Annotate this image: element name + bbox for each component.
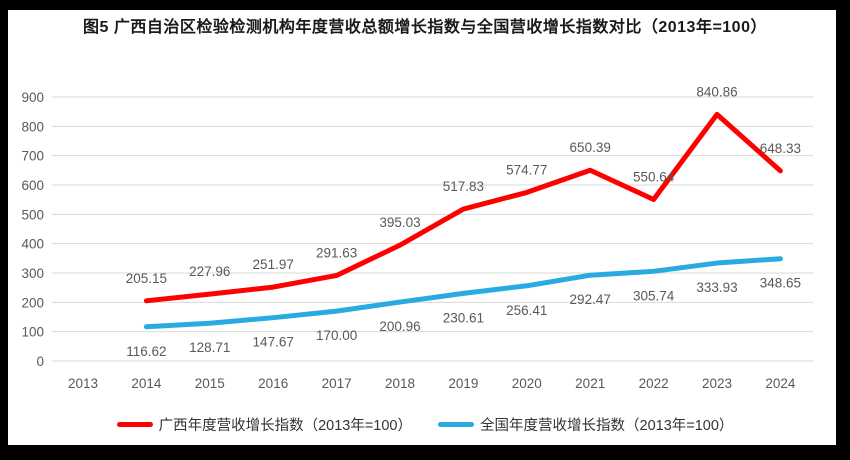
chart-title: 图5 广西自治区检验检测机构年度营收总额增长指数与全国营收增长指数对比（2013… — [83, 19, 767, 36]
x-axis-tick-label: 2022 — [639, 376, 669, 391]
series-line-1 — [143, 256, 783, 330]
x-axis-tick-label: 2016 — [258, 376, 288, 391]
legend-swatch-national — [438, 422, 474, 427]
legend-label-national: 全国年度营收增长指数（2013年=100） — [480, 418, 734, 434]
data-label: 840.86 — [696, 84, 737, 99]
data-label: 251.97 — [253, 257, 294, 272]
y-axis-tick-label: 500 — [21, 207, 44, 222]
data-label: 230.61 — [443, 310, 484, 325]
x-axis-tick-label: 2017 — [322, 376, 352, 391]
x-axis-tick-label: 2019 — [448, 376, 478, 391]
data-label: 291.63 — [316, 245, 357, 260]
y-axis-tick-label: 200 — [21, 295, 44, 310]
legend-item-guangxi: 广西年度营收增长指数（2013年=100） — [116, 414, 412, 435]
data-label: 128.71 — [189, 340, 230, 355]
data-label: 517.83 — [443, 179, 484, 194]
data-label: 256.41 — [506, 303, 547, 318]
legend-item-national: 全国年度营收增长指数（2013年=100） — [438, 414, 733, 435]
data-label: 200.96 — [379, 319, 420, 334]
series-line-0 — [143, 111, 783, 304]
data-label: 116.62 — [126, 344, 166, 359]
legend-label-guangxi: 广西年度营收增长指数（2013年=100） — [158, 418, 412, 434]
y-axis-tick-label: 300 — [21, 266, 44, 281]
x-axis-tick-label: 2020 — [512, 376, 542, 391]
data-label: 305.74 — [633, 288, 675, 303]
x-axis-tick-label: 2021 — [575, 376, 605, 391]
data-label: 650.39 — [570, 140, 611, 155]
x-axis-tick-label: 2014 — [131, 376, 162, 391]
x-axis-tick-label: 2024 — [765, 376, 796, 391]
data-label: 574.77 — [506, 162, 547, 177]
data-label: 348.65 — [760, 276, 801, 291]
data-label: 227.96 — [189, 264, 230, 279]
x-axis-tick-label: 2018 — [385, 376, 415, 391]
data-label: 333.93 — [696, 280, 737, 295]
y-axis-tick-label: 0 — [36, 354, 44, 369]
legend-swatch-guangxi — [116, 422, 153, 427]
data-label: 648.33 — [760, 141, 801, 156]
data-label: 147.67 — [253, 335, 294, 350]
x-axis-tick-label: 2015 — [195, 376, 225, 391]
data-label: 395.03 — [379, 215, 420, 230]
y-axis-tick-label: 100 — [21, 325, 44, 340]
y-axis-tick-label: 800 — [21, 119, 44, 134]
data-label: 292.47 — [570, 292, 611, 307]
y-axis-tick-label: 900 — [21, 90, 44, 105]
data-label: 170.00 — [316, 328, 357, 343]
chart-legend: 广西年度营收增长指数（2013年=100） 全国年度营收增长指数（2013年=1… — [0, 414, 850, 435]
y-axis-tick-label: 400 — [21, 237, 44, 252]
x-axis-tick-label: 2013 — [68, 376, 98, 391]
y-axis-tick-label: 600 — [21, 178, 44, 193]
y-axis-tick-label: 700 — [21, 149, 44, 164]
data-label: 550.64 — [633, 169, 675, 184]
data-label: 205.15 — [126, 271, 167, 286]
x-axis-tick-label: 2023 — [702, 376, 732, 391]
